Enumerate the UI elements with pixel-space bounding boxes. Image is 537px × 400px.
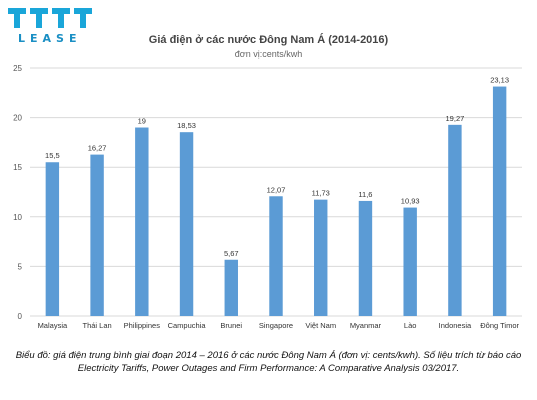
bar [269,196,283,316]
bar [448,124,462,316]
bar [179,132,194,316]
x-tick-label: Myanmar [350,321,382,330]
y-tick-label: 5 [18,262,23,271]
bar [90,154,104,316]
bar-chart: 0 5 10 15 20 25 15,5 Malaysia 16,27 Thái Lan 19 Phi… [13,64,522,330]
x-tick-label: Đông Timor [480,321,519,330]
x-tick-label: Singapore [259,321,293,330]
x-tick-label: Brunei [220,321,242,330]
bar [45,162,60,316]
data-label: 5,67 [224,249,239,258]
logo-t-icon [74,8,92,28]
bar [358,200,373,316]
data-label: 19,27 [446,114,465,123]
data-label: 18,53 [177,121,196,130]
data-label: 12,07 [267,185,286,194]
bar [224,259,238,316]
chart-subtitle: đơn vị:cents/kwh [234,49,303,59]
data-label: 15,5 [45,151,60,160]
y-tick-label: 15 [13,163,22,172]
bar [135,127,149,317]
data-label: 19 [138,117,146,126]
data-label: 23,13 [490,76,509,85]
data-label: 11,73 [312,189,330,198]
x-tick-label: Indonesia [439,321,472,330]
logo-t-icon [30,8,48,28]
bar [314,199,328,316]
figure-caption: Biểu đồ: giá điện trung bình giai đoạn 2… [15,350,522,374]
lease-logo: LEASE [8,8,100,45]
x-tick-label: Malaysia [38,321,68,330]
y-tick-label: 20 [13,114,22,123]
x-tick-label: Campuchia [168,321,207,330]
logo-word: LEASE [18,32,82,45]
data-label: 16,27 [88,144,107,153]
logo-t-icon [52,8,70,28]
x-tick-label: Việt Nam [305,321,336,330]
x-tick-label: Lào [404,321,417,330]
y-tick-label: 10 [13,213,22,222]
bar [492,86,507,316]
y-tick-label: 0 [18,312,23,321]
x-tick-label: Philippines [124,321,161,330]
bar [403,207,417,316]
x-tick-label: Thái Lan [82,321,111,330]
logo-t-icon [8,8,26,28]
chart-title: Giá điện ở các nước Đông Nam Á (2014-201… [148,34,389,46]
y-tick-label: 25 [13,64,22,73]
data-label: 11,6 [358,190,372,199]
data-label: 10,93 [401,197,420,206]
